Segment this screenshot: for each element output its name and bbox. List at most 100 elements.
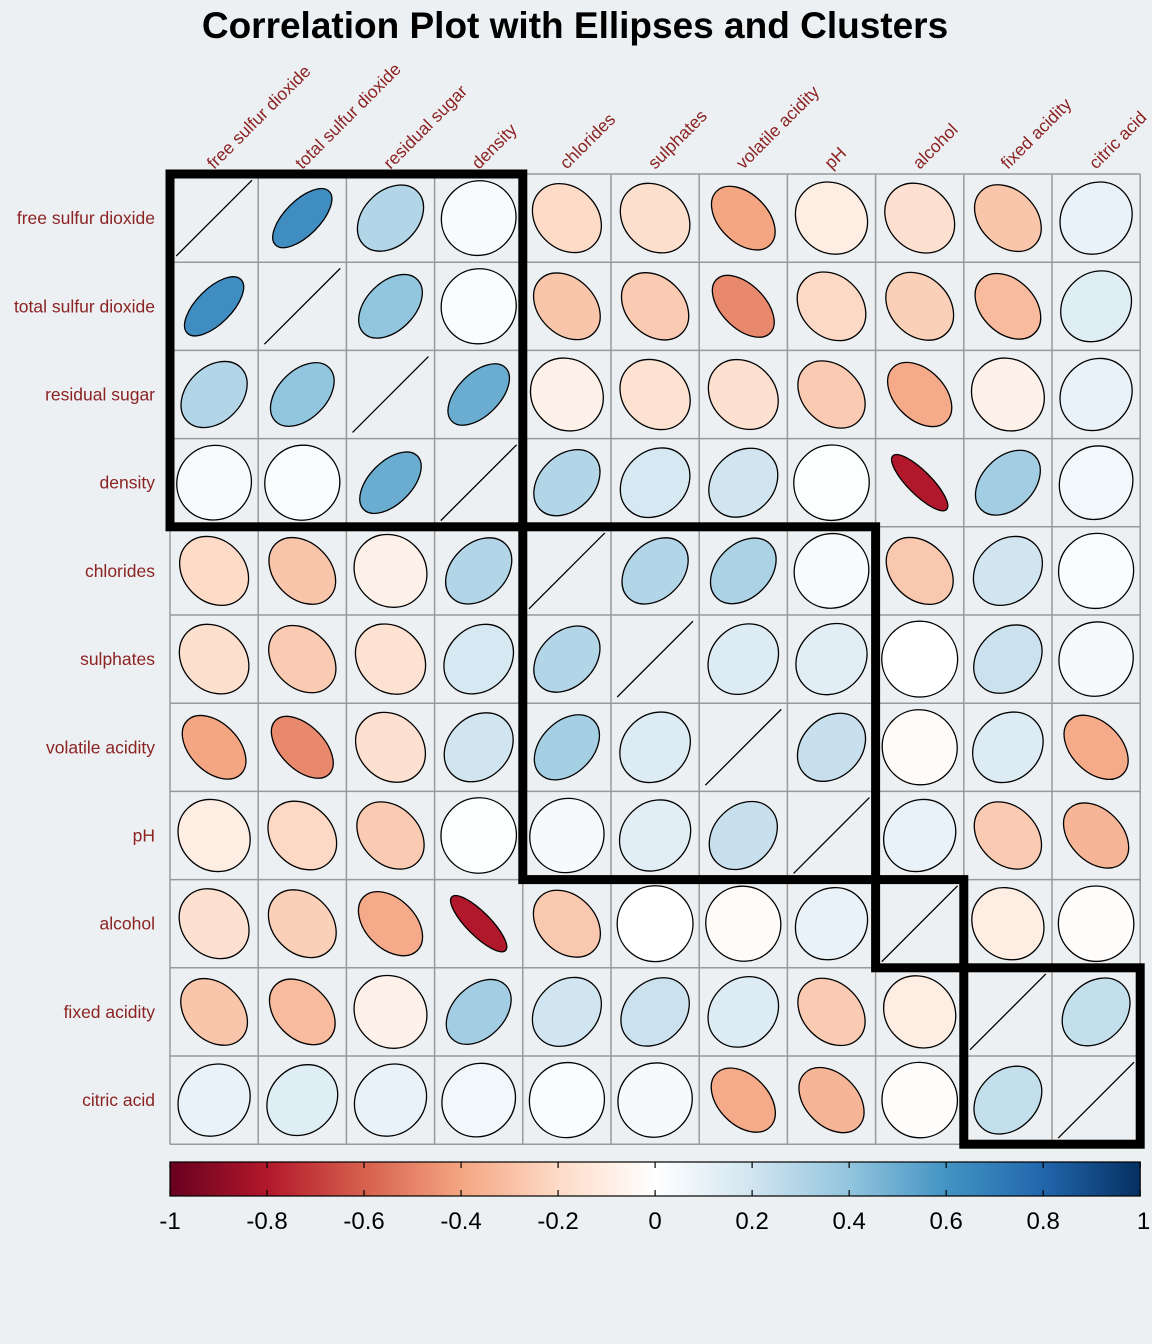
correlation-ellipse	[707, 976, 780, 1048]
row-label: fixed acidity	[64, 1002, 156, 1022]
correlation-ellipse	[882, 798, 957, 873]
correlation-ellipse	[531, 976, 602, 1047]
column-label: fixed acidity	[997, 94, 1076, 173]
correlation-ellipse	[440, 797, 518, 874]
row-label: alcohol	[100, 914, 155, 934]
correlation-ellipse	[445, 978, 512, 1045]
correlation-ellipse	[974, 272, 1042, 340]
correlation-ellipse	[794, 181, 869, 255]
correlation-ellipse	[619, 358, 691, 431]
correlation-ellipse	[797, 360, 866, 429]
correlation-ellipse	[359, 451, 422, 515]
colorbar-tick-label: 0	[648, 1208, 661, 1235]
correlation-ellipse	[882, 975, 957, 1049]
correlation-ellipse	[267, 800, 338, 871]
cluster-rect	[959, 963, 1145, 1149]
correlation-ellipse	[272, 187, 333, 249]
correlation-ellipse	[973, 801, 1043, 870]
correlation-ellipse	[1062, 802, 1130, 869]
diagonal-mark	[704, 708, 782, 786]
correlation-ellipse	[796, 712, 867, 782]
diagonal-mark	[616, 620, 694, 698]
correlation-ellipse	[885, 536, 954, 605]
column-label: density	[467, 119, 521, 173]
correlation-ellipse	[881, 1061, 959, 1139]
correlation-ellipse	[710, 1067, 776, 1133]
row-label: residual sugar	[45, 385, 155, 405]
correlation-ellipse	[353, 974, 428, 1049]
correlation-ellipse	[179, 535, 250, 606]
correlation-ellipse	[531, 183, 602, 254]
diagonal-mark	[881, 885, 959, 963]
correlation-ellipse	[890, 453, 949, 512]
correlation-ellipse	[794, 886, 869, 961]
correlation-ellipse	[181, 714, 247, 780]
colorbar-tick-label: -1	[159, 1208, 180, 1235]
diagonal-mark	[1057, 1061, 1135, 1139]
correlation-ellipse	[793, 532, 870, 609]
column-label: citric acid	[1085, 107, 1151, 173]
correlation-ellipse	[1057, 532, 1135, 610]
correlation-ellipse	[178, 888, 250, 960]
correlation-ellipse	[528, 1061, 606, 1139]
correlation-ellipse	[177, 1063, 251, 1137]
correlation-ellipse	[708, 447, 779, 518]
correlation-ellipse	[1058, 445, 1134, 521]
correlation-ellipse	[356, 801, 425, 870]
column-label: volatile acidity	[732, 81, 823, 172]
correlation-ellipse	[793, 444, 870, 522]
correlation-ellipse	[709, 537, 777, 605]
correlation-ellipse	[619, 182, 691, 254]
correlation-ellipse	[618, 799, 692, 872]
correlation-ellipse	[881, 620, 959, 698]
correlation-ellipse	[621, 537, 689, 605]
row-label: volatile acidity	[46, 737, 155, 757]
correlation-ellipse	[443, 623, 515, 695]
row-label: total sulfur dioxide	[14, 296, 155, 316]
correlation-ellipse	[532, 272, 601, 341]
chart-title: Correlation Plot with Ellipses and Clust…	[202, 5, 948, 46]
correlation-ellipse	[881, 709, 958, 786]
colorbar-tick-label: -0.6	[343, 1208, 384, 1235]
column-label: sulphates	[644, 106, 711, 173]
colorbar-tick-label: 0.6	[929, 1208, 962, 1235]
cluster-rect	[518, 522, 881, 885]
correlation-ellipse	[797, 977, 866, 1047]
correlation-ellipse	[268, 978, 336, 1046]
correlation-ellipse	[445, 537, 513, 605]
correlation-ellipse	[268, 536, 337, 605]
row-label: pH	[133, 826, 155, 846]
diagonal-mark	[440, 444, 518, 522]
correlation-ellipse	[620, 272, 690, 341]
diagonal-mark	[793, 797, 870, 874]
correlation-ellipse	[358, 273, 423, 339]
correlation-ellipse	[707, 623, 780, 695]
correlation-ellipse	[533, 714, 601, 781]
correlation-ellipse	[180, 977, 249, 1046]
correlation-ellipse	[707, 358, 779, 431]
correlation-ellipse	[270, 715, 334, 779]
correlation-ellipse	[972, 711, 1044, 784]
correlation-ellipse	[356, 184, 425, 252]
diagonal-mark	[352, 356, 429, 433]
correlation-ellipse	[970, 357, 1045, 432]
correlation-ellipse	[353, 533, 428, 608]
correlation-ellipse	[974, 449, 1041, 516]
colorbar-tick-label: 0.2	[735, 1208, 768, 1235]
colorbar-tick-label: 1	[1137, 1208, 1150, 1235]
correlation-ellipse	[885, 271, 955, 341]
correlation-ellipse	[264, 444, 341, 521]
correlation-ellipse	[440, 180, 517, 257]
colorbar-tick-label: -0.2	[537, 1208, 578, 1235]
correlation-ellipse	[176, 444, 253, 521]
correlation-ellipse	[353, 1063, 428, 1137]
correlation-ellipse	[617, 1062, 693, 1138]
correlation-ellipse	[180, 360, 248, 429]
correlation-ellipse	[619, 711, 691, 784]
colorbar-tick-label: 0.8	[1026, 1208, 1059, 1235]
correlation-ellipse	[357, 891, 424, 957]
correlation-ellipse	[884, 182, 956, 254]
correlation-ellipse	[266, 1064, 339, 1137]
